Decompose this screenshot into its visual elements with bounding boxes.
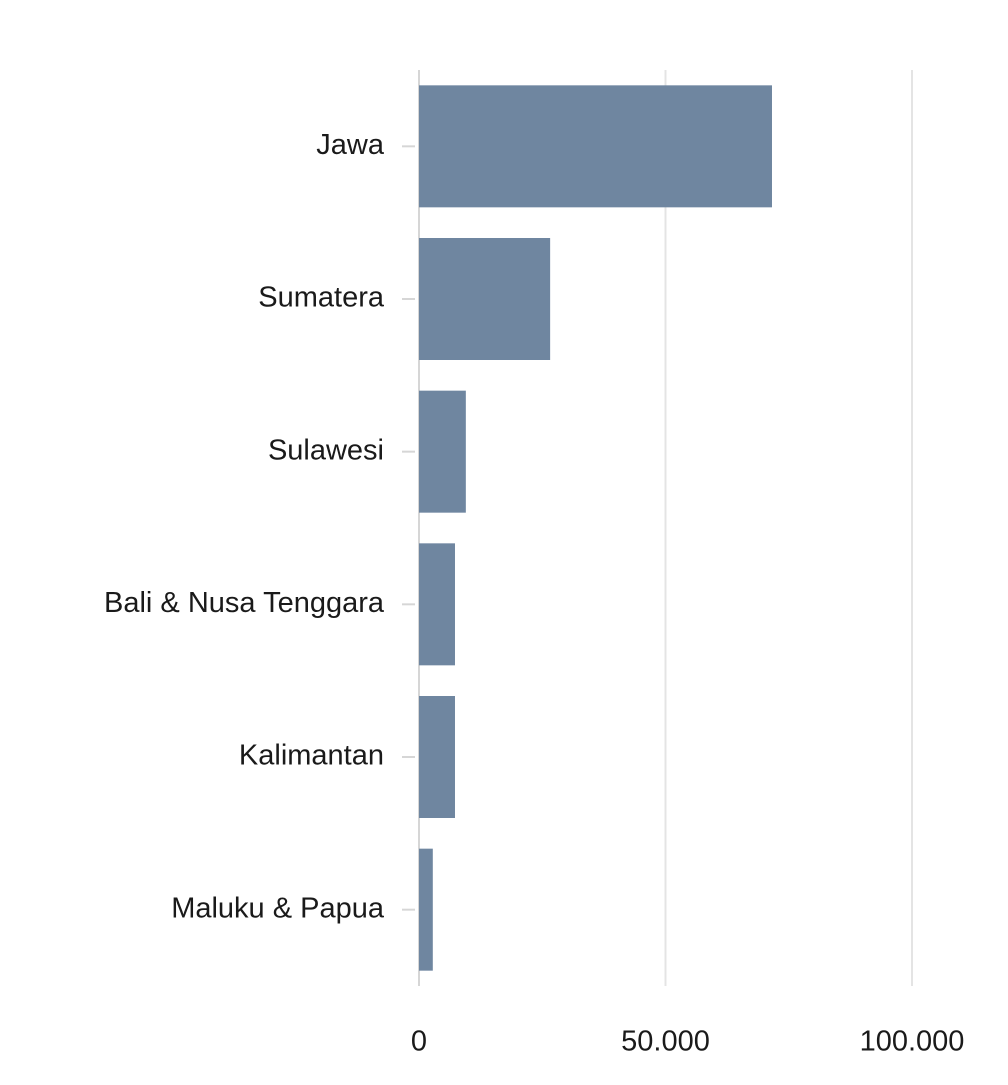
bar: [419, 696, 455, 818]
bar: [419, 85, 772, 208]
x-tick-label: 50.000: [621, 1026, 710, 1058]
y-tick-label: Sulawesi: [268, 434, 384, 466]
y-tick-label: Bali & Nusa Tenggara: [104, 587, 385, 619]
y-tick-label: Jawa: [316, 129, 385, 161]
bar: [419, 848, 433, 971]
bar: [419, 543, 455, 666]
y-tick-label: Maluku & Papua: [171, 892, 385, 924]
y-tick-label: Kalimantan: [239, 740, 384, 772]
y-tick-label: Sumatera: [258, 282, 385, 314]
x-tick-label: 0: [411, 1026, 427, 1058]
x-tick-label: 100.000: [860, 1026, 965, 1058]
bar: [419, 390, 466, 513]
bar: [419, 238, 551, 360]
